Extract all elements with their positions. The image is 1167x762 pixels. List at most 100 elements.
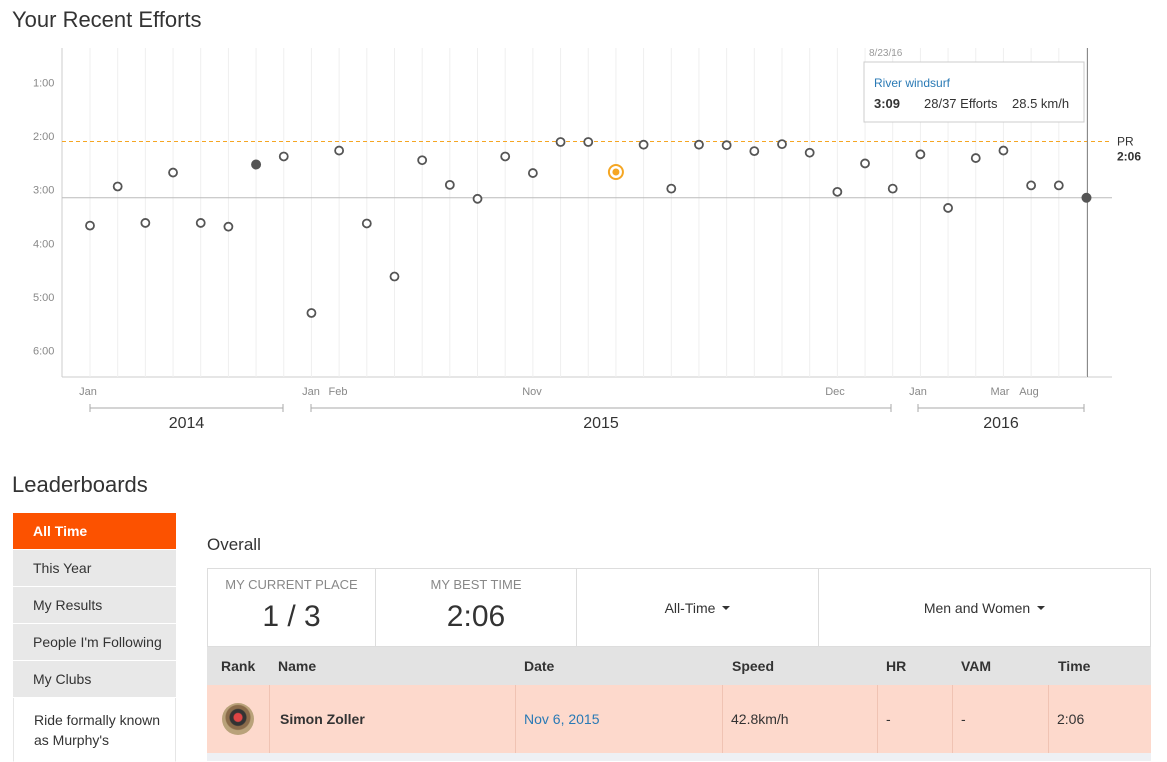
x-month-label: Jan xyxy=(909,386,927,398)
col-time: Time xyxy=(1058,658,1091,674)
tab-all-time[interactable]: All Time xyxy=(13,513,176,550)
effort-point xyxy=(970,153,981,163)
effort-point xyxy=(666,183,677,194)
effort-point xyxy=(749,146,760,157)
current-place-box: MY CURRENT PLACE 1 / 3 xyxy=(208,569,376,646)
x-month-label: Jan xyxy=(79,386,97,398)
effort-point xyxy=(472,193,483,204)
effort-point xyxy=(334,145,345,156)
efforts-chart[interactable]: 1:00 2:00 3:00 4:00 5:00 6:00 PR2:06 Jan Jan Feb N… xyxy=(0,40,1167,440)
col-rank: Rank xyxy=(221,658,256,674)
col-date: Date xyxy=(524,658,555,674)
speed-cell: 42.8km/h xyxy=(722,685,877,753)
effort-point xyxy=(278,151,289,162)
table-row[interactable]: Simon Zoller Nov 6, 2015 42.8km/h - - 2:… xyxy=(207,685,1151,753)
year-label: 2016 xyxy=(983,415,1019,432)
effort-point xyxy=(361,218,372,229)
col-hr: HR xyxy=(886,658,907,674)
chevron-down-icon xyxy=(1037,605,1046,610)
gender-filter-dropdown[interactable]: Men and Women xyxy=(819,569,1150,646)
tooltip-speed: 28.5 km/h xyxy=(1012,96,1069,111)
effort-point xyxy=(777,139,787,150)
effort-point-selected xyxy=(251,159,262,170)
effort-point xyxy=(1026,180,1037,191)
time-filter-dropdown[interactable]: All-Time xyxy=(577,569,819,646)
tab-club-murphys[interactable]: Ride formally known as Murphy's xyxy=(13,698,176,762)
effort-point xyxy=(860,158,870,169)
y-tick-label: 5:00 xyxy=(33,292,54,304)
effort-point xyxy=(832,186,843,197)
col-vam: VAM xyxy=(961,658,992,674)
year-label: 2015 xyxy=(583,415,619,432)
effort-point xyxy=(943,203,953,213)
effort-point xyxy=(721,140,732,151)
tab-my-clubs[interactable]: My Clubs xyxy=(13,661,176,698)
tab-my-results[interactable]: My Results xyxy=(13,587,176,624)
best-time-label: MY BEST TIME xyxy=(430,577,522,592)
effort-point xyxy=(306,308,317,318)
leaderboard-tabs: All Time This Year My Results People I'm… xyxy=(13,513,176,762)
effort-point xyxy=(915,149,926,160)
best-time-value: 2:06 xyxy=(446,600,506,633)
effort-point xyxy=(998,145,1009,156)
effort-point xyxy=(389,271,400,282)
pr-label: PR xyxy=(1117,134,1134,148)
effort-point xyxy=(417,155,428,166)
effort-point xyxy=(500,151,511,162)
effort-point xyxy=(527,168,538,178)
col-speed: Speed xyxy=(732,658,775,674)
current-place-value: 1 / 3 xyxy=(262,600,321,633)
x-month-label: Nov xyxy=(522,386,542,398)
y-tick-label: 2:00 xyxy=(33,131,54,143)
time-filter-label: All-Time xyxy=(664,599,716,616)
stats-bar: MY CURRENT PLACE 1 / 3 MY BEST TIME 2:06… xyxy=(207,568,1151,647)
x-month-label: Jan xyxy=(302,386,320,398)
x-month-label: Aug xyxy=(1019,386,1039,398)
tooltip-time: 3:09 xyxy=(874,96,900,111)
effort-point xyxy=(1053,180,1064,191)
year-label: 2014 xyxy=(169,415,205,432)
y-tick-label: 4:00 xyxy=(33,238,54,250)
leaderboard-header: Rank Name Date Speed HR VAM Time xyxy=(207,647,1151,685)
tab-this-year[interactable]: This Year xyxy=(13,550,176,587)
y-tick-label: 6:00 xyxy=(33,346,54,358)
effort-point xyxy=(444,179,455,190)
vam-cell: - xyxy=(952,685,1048,753)
effort-point xyxy=(804,147,815,158)
y-tick-label: 1:00 xyxy=(33,78,54,90)
effort-point xyxy=(140,218,151,228)
gender-filter-label: Men and Women xyxy=(923,599,1031,616)
tooltip-activity-link[interactable]: River windsurf xyxy=(874,76,951,90)
effort-point xyxy=(887,183,898,194)
athlete-name[interactable]: Simon Zoller xyxy=(269,685,515,753)
leaderboards-title: Leaderboards xyxy=(12,472,148,497)
time-cell: 2:06 xyxy=(1048,685,1151,753)
effort-point xyxy=(195,218,206,228)
rank-cell xyxy=(207,685,269,753)
best-time-box: MY BEST TIME 2:06 xyxy=(376,569,577,646)
x-month-label: Feb xyxy=(329,386,348,398)
recent-efforts-title: Your Recent Efforts xyxy=(12,7,202,32)
effort-point xyxy=(223,221,234,232)
effort-point xyxy=(85,220,95,231)
col-name: Name xyxy=(278,658,317,674)
effort-point-selected xyxy=(1081,192,1092,203)
tooltip-box xyxy=(863,61,1085,123)
x-month-label: Mar xyxy=(991,386,1010,398)
tooltip-date: 8/23/16 xyxy=(869,48,903,59)
table-row[interactable] xyxy=(207,753,1151,761)
section-title: Overall xyxy=(207,535,261,554)
tooltip-rank: 28/37 Efforts xyxy=(924,96,998,111)
effort-point xyxy=(694,139,704,150)
tab-people-following[interactable]: People I'm Following xyxy=(13,624,176,661)
effort-point xyxy=(112,181,123,192)
effort-date-link[interactable]: Nov 6, 2015 xyxy=(524,711,600,727)
y-tick-label: 3:00 xyxy=(33,185,54,197)
hr-cell: - xyxy=(877,685,952,753)
effort-point xyxy=(638,139,649,150)
pr-value: 2:06 xyxy=(1117,149,1141,163)
chevron-down-icon xyxy=(722,605,731,610)
effort-point xyxy=(168,167,178,178)
effort-point xyxy=(583,137,594,147)
avatar xyxy=(222,703,254,735)
